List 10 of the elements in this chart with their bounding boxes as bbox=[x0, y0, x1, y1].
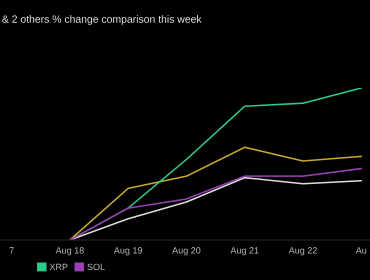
x-tick-label: Aug 19 bbox=[114, 247, 142, 256]
chart-title: & 2 others % change comparison this week bbox=[2, 15, 202, 25]
x-tick-label: Aug 18 bbox=[56, 247, 84, 256]
legend-label: XRP bbox=[50, 264, 68, 270]
x-tick-label: Aug 21 bbox=[230, 247, 259, 256]
x-tick-label: Au bbox=[356, 247, 366, 254]
legend-label: SOL bbox=[87, 264, 105, 270]
x-tick-label: Aug 22 bbox=[288, 247, 317, 256]
x-tick-label: Aug 20 bbox=[172, 247, 200, 256]
x-tick-label: 7 bbox=[10, 247, 14, 254]
